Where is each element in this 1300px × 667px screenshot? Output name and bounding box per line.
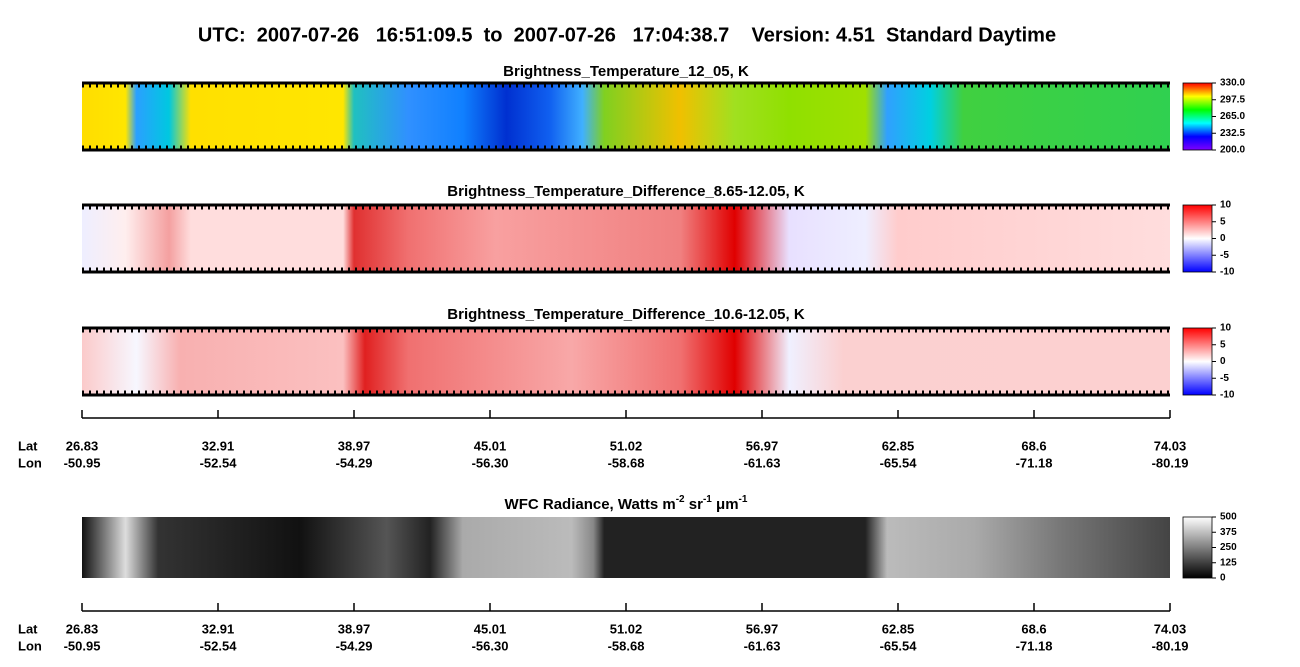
colorbar-tick-label: -10	[1220, 390, 1235, 401]
figure-title: UTC: 2007-07-26 16:51:09.5 to 2007-07-26…	[198, 24, 1056, 46]
colorbar	[1182, 516, 1213, 579]
swath-image	[82, 517, 1170, 578]
title-part: Brightness_Temperature_12_05, K	[503, 63, 749, 80]
title-part: Brightness_Temperature_Difference_8.65-1…	[447, 183, 805, 200]
swath-image	[82, 205, 1170, 272]
colorbar-tick-label: 10	[1220, 323, 1232, 334]
axis-tick-label: -52.54	[200, 638, 238, 653]
axis-tick-label: 45.01	[474, 621, 507, 636]
panel-title: Brightness_Temperature_Difference_10.6-1…	[447, 306, 805, 323]
colorbar-tick-label: -5	[1220, 250, 1229, 261]
axis-tick-label: 51.02	[610, 438, 643, 453]
axis-tick-label: -61.63	[744, 638, 781, 653]
title-part: WFC Radiance, Watts m	[505, 496, 676, 513]
colorbar-tick-label: 5	[1220, 216, 1226, 227]
axis-tick-label: -71.18	[1016, 638, 1053, 653]
axis-tick-label: -54.29	[336, 455, 373, 470]
axis-tick-label: 32.91	[202, 438, 235, 453]
axis-tick-label: 56.97	[746, 621, 779, 636]
colorbar-tick-label: 250	[1220, 542, 1237, 553]
colorbar-tick-label: 330.0	[1220, 78, 1245, 89]
title-part: -1	[703, 494, 712, 505]
axis-tick-label: -80.19	[1152, 455, 1189, 470]
swath-image	[82, 83, 1170, 150]
axis-tick-label: -54.29	[336, 638, 373, 653]
axis-tick-label: -56.30	[472, 455, 509, 470]
axis-tick-label: 45.01	[474, 438, 507, 453]
colorbar-tick-label: -5	[1220, 373, 1229, 384]
colorbar-tick-label: 0	[1220, 356, 1226, 367]
panel-title: Brightness_Temperature_12_05, K	[503, 63, 749, 80]
axis-tick-label: 62.85	[882, 621, 915, 636]
axis-tick-label: -61.63	[744, 455, 781, 470]
axis-tick-label: -71.18	[1016, 455, 1053, 470]
colorbar-tick-label: 375	[1220, 527, 1237, 538]
colorbar-tick-label: 5	[1220, 339, 1226, 350]
axis-tick-label: -52.54	[200, 455, 238, 470]
axis-tick-label: -80.19	[1152, 638, 1189, 653]
colorbar-tick-label: 297.5	[1220, 94, 1245, 105]
axis-tick-label: -65.54	[880, 455, 918, 470]
title-part: sr	[685, 496, 704, 513]
swath-image	[82, 328, 1170, 395]
panel-title: Brightness_Temperature_Difference_8.65-1…	[447, 183, 805, 200]
axis-tick-label: 26.83	[66, 621, 99, 636]
axis-tick-label: 74.03	[1154, 438, 1187, 453]
colorbar-tick-label: 265.0	[1220, 111, 1245, 122]
colorbar-tick-label: -10	[1220, 267, 1235, 278]
axis-tick-label: 56.97	[746, 438, 779, 453]
colorbar-tick-label: 0	[1220, 573, 1226, 584]
axis-tick-label: -56.30	[472, 638, 509, 653]
title-part: -2	[676, 494, 685, 505]
axis-row-name: Lon	[18, 638, 42, 653]
title-part: μm	[712, 496, 739, 513]
axis-tick-label: -58.68	[608, 455, 645, 470]
colorbar-tick-label: 500	[1220, 512, 1237, 523]
colorbar-tick-label: 200.0	[1220, 145, 1245, 156]
colorbar-tick-label: 10	[1220, 200, 1232, 211]
axis-tick-label: 51.02	[610, 621, 643, 636]
axis-tick-label: 62.85	[882, 438, 915, 453]
title-part: Brightness_Temperature_Difference_10.6-1…	[447, 306, 805, 323]
axis-tick-label: -58.68	[608, 638, 645, 653]
axis-tick-label: 74.03	[1154, 621, 1187, 636]
colorbar-tick-label: 232.5	[1220, 128, 1245, 139]
colorbar	[1182, 204, 1213, 273]
axis-row-name: Lat	[18, 621, 38, 636]
colorbar	[1182, 82, 1213, 151]
axis-tick-label: 68.6	[1021, 621, 1046, 636]
title-part: -1	[739, 494, 748, 505]
axis-tick-label: 38.97	[338, 438, 371, 453]
colorbar-tick-label: 0	[1220, 233, 1226, 244]
axis-tick-label: 68.6	[1021, 438, 1046, 453]
axis-row-name: Lon	[18, 455, 42, 470]
axis-tick-label: 32.91	[202, 621, 235, 636]
colorbar-tick-label: 125	[1220, 557, 1237, 568]
axis-tick-label: -50.95	[64, 455, 101, 470]
axis-tick-label: 38.97	[338, 621, 371, 636]
axis-tick-label: 26.83	[66, 438, 99, 453]
colorbar	[1182, 327, 1213, 396]
axis-tick-label: -50.95	[64, 638, 101, 653]
panel-title: WFC Radiance, Watts m-2 sr-1 μm-1	[505, 494, 748, 513]
axis-row-name: Lat	[18, 438, 38, 453]
axis-tick-label: -65.54	[880, 638, 918, 653]
